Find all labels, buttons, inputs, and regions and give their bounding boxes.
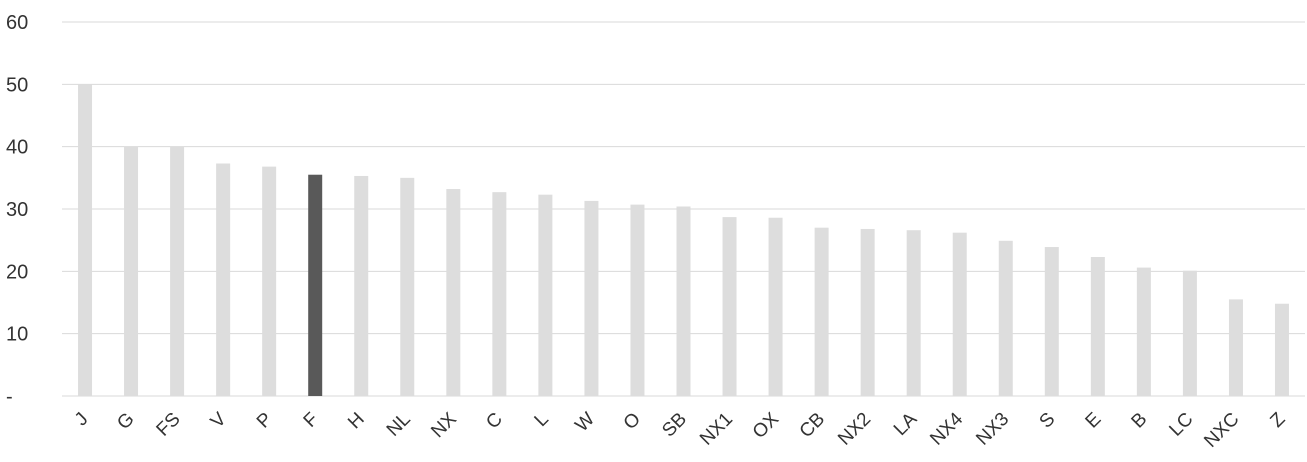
x-category-label: J xyxy=(71,409,93,431)
x-category-label: O xyxy=(620,409,645,434)
bar-e xyxy=(1090,256,1105,396)
y-tick-label: 30 xyxy=(6,199,28,221)
x-category-label: H xyxy=(344,409,369,434)
x-category-label: OX xyxy=(749,408,783,442)
y-axis-tick-labels: - 10 20 30 40 50 60 xyxy=(6,12,28,408)
x-category-label: SB xyxy=(658,409,691,442)
x-category-label: G xyxy=(113,409,138,434)
y-tick-label: 60 xyxy=(6,12,28,34)
bar-w xyxy=(584,200,599,396)
bars xyxy=(78,84,1289,396)
x-category-label: L xyxy=(531,409,553,431)
bar-f xyxy=(308,174,323,396)
bar-fs xyxy=(170,146,185,396)
bar-c xyxy=(492,192,507,396)
x-category-label: B xyxy=(1128,409,1152,433)
x-category-label: NX1 xyxy=(696,409,737,450)
bar-la xyxy=(906,230,921,396)
bar-nxc xyxy=(1228,299,1243,396)
bar-ox xyxy=(768,217,783,396)
x-category-label: NL xyxy=(383,409,415,441)
x-category-label: V xyxy=(207,408,231,432)
bar-o xyxy=(630,204,645,396)
bar-h xyxy=(354,175,369,396)
x-category-label: S xyxy=(1036,409,1060,433)
x-category-label: NX xyxy=(427,408,461,442)
bar-s xyxy=(1044,247,1059,396)
x-category-label: NX3 xyxy=(972,409,1013,450)
bar-g xyxy=(124,146,139,396)
x-category-label: NXC xyxy=(1200,409,1243,452)
y-tick-label: 10 xyxy=(6,324,28,346)
x-category-label: Z xyxy=(1266,408,1289,431)
x-category-label: CB xyxy=(796,409,830,443)
x-category-label: NX4 xyxy=(926,408,967,449)
bar-nl xyxy=(400,177,415,396)
bar-z xyxy=(1274,303,1289,396)
bar-b xyxy=(1136,267,1151,396)
x-category-label: E xyxy=(1082,409,1106,433)
bar-l xyxy=(538,194,553,396)
x-category-label: W xyxy=(571,409,599,437)
y-tick-label: 20 xyxy=(6,261,28,283)
x-category-label: FS xyxy=(153,409,185,441)
bar-lc xyxy=(1182,270,1197,396)
bar-j xyxy=(78,84,93,396)
y-tick-label: - xyxy=(6,386,13,408)
bar-nx xyxy=(446,189,461,396)
x-category-label: NX2 xyxy=(834,409,875,450)
bar-nx2 xyxy=(860,228,875,396)
y-tick-label: 40 xyxy=(6,137,28,159)
bar-nx4 xyxy=(952,232,967,396)
bar-v xyxy=(216,163,231,396)
y-tick-label: 50 xyxy=(6,74,28,96)
bar-p xyxy=(262,166,277,396)
bar-sb xyxy=(676,206,691,396)
x-category-label: LA xyxy=(890,408,922,440)
x-axis-category-labels: J G FS V P F H NL NX C L W O SB NX1 OX CB NX2 LA NX4 NX3 S E B L… xyxy=(71,408,1290,452)
x-category-label: P xyxy=(253,409,277,433)
bar-nx1 xyxy=(722,217,737,396)
bar-cb xyxy=(814,227,829,396)
bar-nx3 xyxy=(998,240,1013,396)
x-category-label: F xyxy=(300,409,323,432)
x-category-label: C xyxy=(482,409,507,434)
x-category-label: LC xyxy=(1165,409,1197,441)
